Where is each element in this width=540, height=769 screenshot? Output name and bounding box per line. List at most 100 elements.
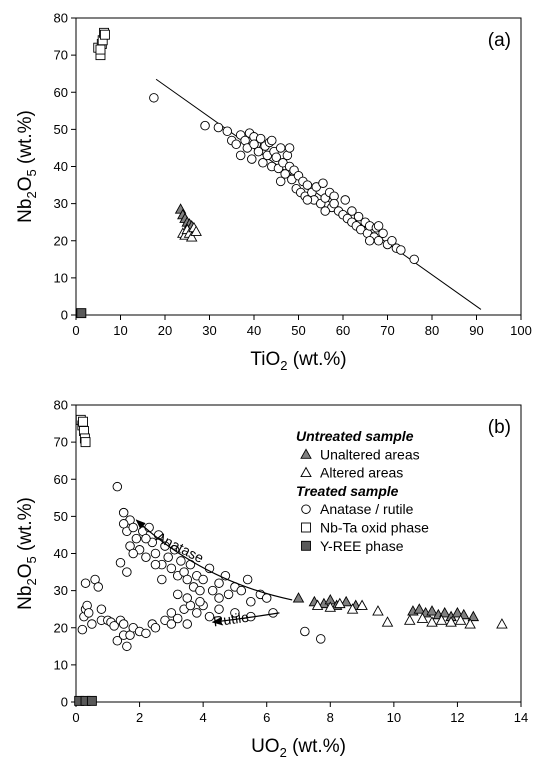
legend-label: Nb-Ta oxid phase xyxy=(320,520,429,536)
x-tick-label: 14 xyxy=(514,710,528,725)
legend-group-title: Untreated sample xyxy=(296,428,414,444)
data-point-circle-open xyxy=(276,144,285,153)
data-point-circle-open xyxy=(201,121,210,130)
data-point-circle-open xyxy=(224,590,233,599)
data-point-circle-open xyxy=(142,534,151,543)
x-tick-label: 60 xyxy=(336,323,350,338)
y-tick-label: 0 xyxy=(61,695,68,710)
data-marks xyxy=(77,28,481,317)
chart-panel-b: 0 2 4 6 8 10 12 14 0 10 20 30 40 50 60 70 80 UO2 (wt.%) Nb… xyxy=(15,398,528,761)
data-point-circle-open xyxy=(232,140,241,149)
data-point-circle-open xyxy=(215,579,224,588)
data-point-circle-open xyxy=(119,508,128,517)
y-tick-label: 70 xyxy=(54,435,68,450)
legend-label: Unaltered areas xyxy=(320,446,420,462)
data-point-circle-open xyxy=(132,534,141,543)
data-point-circle-open xyxy=(223,127,232,136)
data-point-circle-open xyxy=(151,623,160,632)
legend-label: Y-REE phase xyxy=(320,538,404,554)
x-tick-label: 6 xyxy=(263,710,270,725)
data-point-circle-open xyxy=(183,594,192,603)
x-tick-label: 90 xyxy=(469,323,483,338)
data-point-circle-open xyxy=(196,586,205,595)
data-point-circle-open xyxy=(97,605,106,614)
legend-marker-square-open xyxy=(302,523,311,532)
data-point-circle-open xyxy=(276,177,285,186)
data-point-circle-open xyxy=(330,199,339,208)
chart-panel-a: 0 10 20 30 40 50 60 70 80 90 10001020304050607080T… xyxy=(15,11,532,374)
y-tick-label: 80 xyxy=(54,398,68,413)
data-point-circle-open xyxy=(214,123,223,132)
data-point-circle-open xyxy=(268,136,277,145)
plot-area-frame xyxy=(76,18,521,315)
data-point-circle-open xyxy=(113,482,122,491)
data-point-circle-open xyxy=(348,207,357,216)
y-tick-label: 20 xyxy=(54,620,68,635)
x-tick-label: 10 xyxy=(113,323,127,338)
data-point-circle-open xyxy=(247,155,256,164)
data-point-circle-open xyxy=(321,207,330,216)
data-point-square-filled xyxy=(87,696,96,705)
data-marks: AnataseRutile xyxy=(75,415,507,705)
data-point-triangle-filled xyxy=(427,606,437,615)
y-tick-label: 80 xyxy=(54,11,68,26)
data-point-circle-open xyxy=(341,196,350,205)
data-point-square-filled xyxy=(77,309,86,318)
data-point-circle-open xyxy=(88,620,97,629)
y-tick-label: 10 xyxy=(54,657,68,672)
data-point-circle-open xyxy=(84,609,93,618)
data-point-circle-open xyxy=(119,520,128,529)
x-tick-label: 4 xyxy=(200,710,207,725)
data-point-circle-open xyxy=(365,236,374,245)
data-point-circle-open xyxy=(303,196,312,205)
data-point-circle-open xyxy=(247,597,256,606)
data-point-circle-open xyxy=(397,246,406,255)
x-tick-label: 2 xyxy=(136,710,143,725)
y-tick-label: 20 xyxy=(54,233,68,248)
data-point-triangle-open xyxy=(383,617,393,626)
data-point-circle-open xyxy=(150,94,159,103)
x-tick-label: 70 xyxy=(380,323,394,338)
data-point-circle-open xyxy=(301,627,310,636)
y-tick-label: 30 xyxy=(54,196,68,211)
legend-label: Anatase / rutile xyxy=(320,501,414,517)
data-point-circle-open xyxy=(151,560,160,569)
data-point-triangle-filled xyxy=(294,593,304,602)
data-point-triangle-open xyxy=(497,619,507,628)
data-point-circle-open xyxy=(243,575,252,584)
data-point-circle-open xyxy=(116,558,125,567)
data-point-circle-open xyxy=(183,620,192,629)
data-point-square-open xyxy=(78,417,87,426)
data-point-circle-open xyxy=(316,635,325,644)
data-point-circle-open xyxy=(319,179,328,188)
legend-marker-triangle-filled xyxy=(301,449,311,458)
data-point-circle-open xyxy=(129,549,138,558)
data-point-triangle-open xyxy=(405,615,415,624)
x-tick-label: 80 xyxy=(425,323,439,338)
y-tick-label: 60 xyxy=(54,85,68,100)
data-point-square-open xyxy=(81,438,90,447)
y-tick-label: 60 xyxy=(54,472,68,487)
data-point-circle-open xyxy=(158,575,167,584)
trend-line xyxy=(156,79,481,309)
data-point-circle-open xyxy=(250,140,259,149)
x-tick-label: 20 xyxy=(158,323,172,338)
y-axis-label: Nb2O5 (wt.%) xyxy=(15,110,39,223)
x-tick-label: 12 xyxy=(450,710,464,725)
data-point-circle-open xyxy=(81,579,90,588)
x-tick-label: 30 xyxy=(202,323,216,338)
y-tick-label: 0 xyxy=(61,308,68,323)
data-point-circle-open xyxy=(142,553,151,562)
legend-group-title: Treated sample xyxy=(296,483,399,499)
legend-marker-square-filled xyxy=(302,541,311,550)
data-point-circle-open xyxy=(215,594,224,603)
data-point-circle-open xyxy=(173,590,182,599)
data-point-circle-open xyxy=(123,642,132,651)
legend-marker-circle-open xyxy=(302,505,311,514)
x-axis-label: UO2 (wt.%) xyxy=(251,736,346,760)
y-tick-label: 40 xyxy=(54,159,68,174)
data-point-circle-open xyxy=(119,620,128,629)
data-point-circle-open xyxy=(123,568,132,577)
x-tick-label: 50 xyxy=(291,323,305,338)
